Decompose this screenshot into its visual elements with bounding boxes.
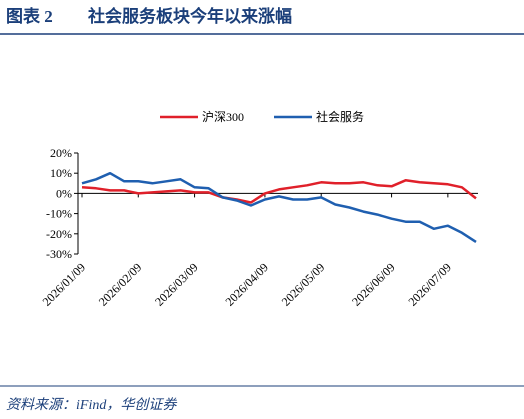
chart-title: 社会服务板块今年以来涨幅: [87, 6, 292, 26]
x-tick-label: 2026/06/09: [349, 260, 398, 309]
y-tick-label: -10%: [46, 207, 72, 221]
y-tick-label: 0%: [56, 186, 72, 200]
x-tick-label: 2026/03/09: [152, 260, 201, 309]
x-tick-label: 2026/05/09: [279, 260, 328, 309]
x-tick-label: 2026/07/09: [405, 260, 454, 309]
x-tick-label: 2026/02/09: [96, 260, 145, 309]
y-tick-label: -20%: [46, 227, 72, 241]
source: 资料来源：iFind，华创证券: [6, 397, 177, 413]
line-series: [81, 171, 477, 243]
x-tick-label: 2026/04/09: [222, 260, 271, 309]
line-series: [81, 179, 477, 204]
y-tick-label: 10%: [50, 166, 72, 180]
legend-label: 沪深300: [202, 110, 244, 124]
y-tick-label: 20%: [50, 146, 72, 160]
legend-label: 社会服务: [316, 109, 364, 124]
y-tick-label: -30%: [46, 247, 72, 261]
x-tick-label: 2026/01/09: [40, 260, 89, 309]
figure-label: 图表 2: [6, 6, 53, 26]
